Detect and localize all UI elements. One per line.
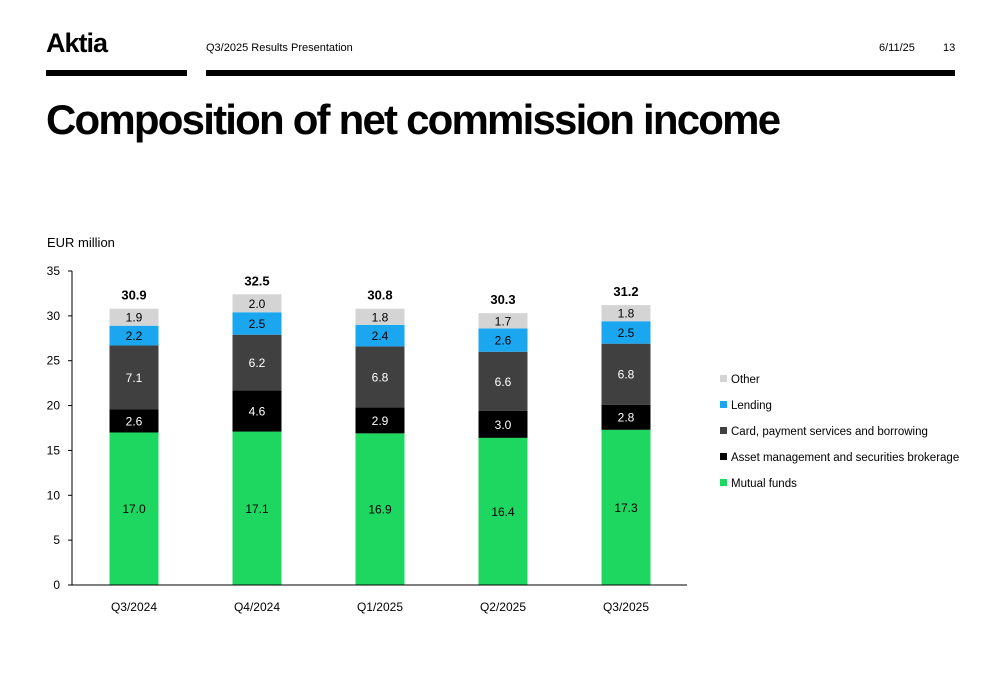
data-label: 2.6 [126,414,143,428]
data-label: 6.8 [618,368,635,382]
bar-segment [601,404,651,430]
bar-total-label: 30.8 [367,288,392,303]
legend-swatch [720,427,727,434]
brand-logo: Aktia [46,28,108,58]
bar-segment [478,328,528,352]
bar-segment [601,429,651,585]
bar-total-label: 30.3 [490,292,515,307]
x-tick-label: Q3/2025 [603,600,649,614]
bar-segment [355,308,405,325]
y-tick-label: 0 [53,578,60,592]
x-tick-label: Q3/2024 [111,600,157,614]
legend-swatch [720,479,727,486]
y-tick-label: 30 [47,309,61,323]
slide-date: 6/11/25 [879,42,915,54]
y-axis-label: EUR million [47,235,115,250]
bar-segment [601,343,651,405]
data-label: 7.1 [126,371,143,385]
data-label: 1.7 [495,314,512,328]
data-label: 16.9 [368,503,392,517]
bar-segment [478,313,528,329]
data-label: 6.8 [372,370,389,384]
y-tick-label: 15 [47,443,61,457]
page-title: Composition of net commission income [46,96,781,143]
bar-segment [478,351,528,411]
data-label: 2.9 [372,414,389,428]
bar-segment [109,308,159,326]
data-label: 6.6 [495,375,512,389]
bar-segment [478,437,528,585]
data-label: 2.0 [249,297,266,311]
data-label: 6.2 [249,356,266,370]
bar-segment [355,433,405,585]
bar-segment [109,325,159,346]
bar-segment [478,410,528,438]
bar-segment [232,312,282,335]
bar-segment [232,390,282,432]
data-label: 2.6 [495,334,512,348]
bar-segment [232,334,282,391]
slide-number: 13 [943,42,956,54]
bar-segment [109,345,159,410]
y-tick-label: 25 [47,354,61,368]
y-tick-label: 20 [47,399,61,413]
data-label: 17.1 [245,502,269,516]
x-tick-label: Q4/2024 [234,600,280,614]
data-label: 17.3 [614,501,638,515]
header-rule-long [206,70,955,76]
data-label: 16.4 [491,505,515,519]
legend-label: Card, payment services and borrowing [731,426,928,438]
bar-segment [601,305,651,322]
bar-total-label: 32.5 [244,273,269,288]
bar-segment [355,407,405,434]
presentation-name: Q3/2025 Results Presentation [206,42,353,54]
data-label: 2.8 [618,411,635,425]
bar-segment [355,324,405,347]
bar-segment [355,346,405,408]
legend-swatch [720,453,727,460]
legend-swatch [720,401,727,408]
legend-label: Other [731,374,760,386]
data-label: 2.5 [249,317,266,331]
x-tick-label: Q2/2025 [480,600,526,614]
bar-segment [109,409,159,433]
data-label: 17.0 [122,502,146,516]
bar-segment [232,431,282,585]
y-tick-label: 35 [47,264,61,278]
legend-swatch [720,375,727,382]
x-tick-label: Q1/2025 [357,600,403,614]
data-label: 3.0 [495,418,512,432]
header-rule-short [46,70,187,76]
bar-segment [601,321,651,344]
legend-label: Lending [731,400,772,412]
data-label: 2.4 [372,329,389,343]
legend-label: Asset management and securities brokerag… [731,452,959,464]
data-label: 2.5 [618,326,635,340]
legend-label: Mutual funds [731,478,797,490]
data-label: 4.6 [249,404,266,418]
bar-total-label: 31.2 [613,284,638,299]
bar-total-label: 30.9 [121,288,146,303]
data-label: 1.8 [372,310,389,324]
y-tick-label: 10 [47,488,61,502]
bar-segment [232,294,282,313]
y-tick-label: 5 [53,533,60,547]
data-label: 1.8 [618,307,635,321]
bar-segment [109,432,159,585]
data-label: 2.2 [126,329,143,343]
data-label: 1.9 [126,311,143,325]
